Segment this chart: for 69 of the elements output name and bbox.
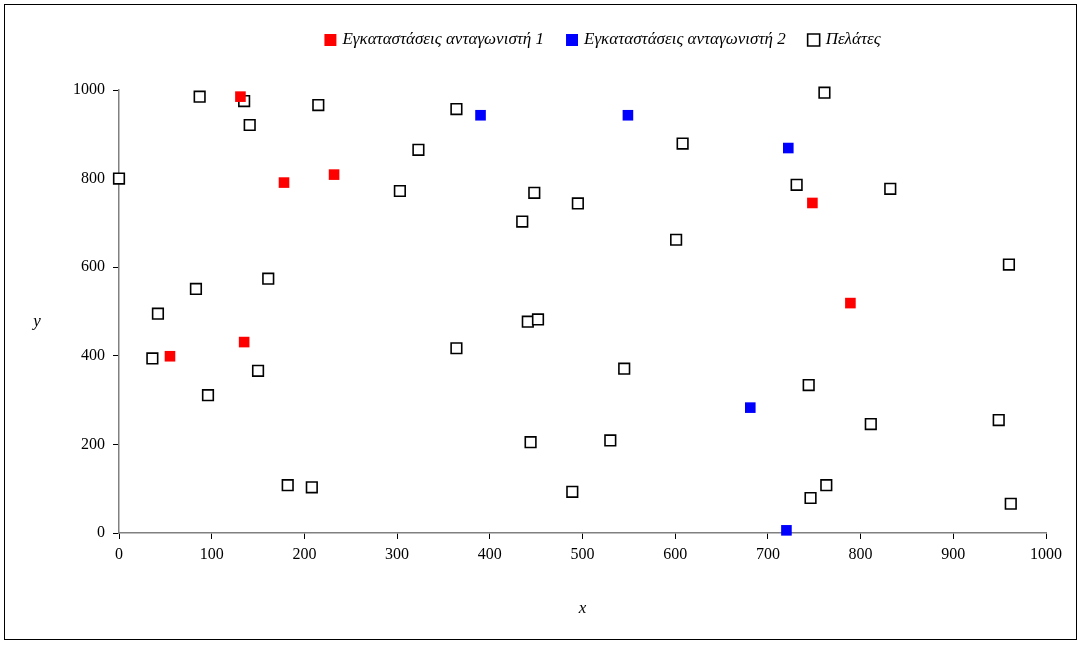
point [670,233,683,246]
point [475,109,486,121]
y-tick-label: 200 [81,434,105,452]
point [807,197,818,209]
legend-label: Πελάτες [824,29,881,49]
x-tick-label: 700 [755,544,780,562]
point [820,479,833,492]
point [1002,258,1016,271]
point [804,491,817,505]
point [312,98,325,112]
y-tick-label: 400 [81,346,105,363]
point [566,485,579,498]
point [281,479,294,492]
point [864,417,877,431]
legend-label: Εγκαταστάσεις ανταγωνιστή 2 [583,29,787,49]
legend-label: Εγκαταστάσεις ανταγωνιστή 1 [341,29,545,49]
point [782,142,794,154]
point [278,177,290,188]
point [328,169,340,180]
point [450,342,463,355]
point [524,436,537,449]
point [571,197,584,210]
x-tick-label: 1000 [1030,544,1062,562]
point [516,215,529,228]
point [744,402,756,413]
point [251,364,265,377]
y-tick-label: 800 [81,168,105,186]
point [802,378,815,392]
point [393,184,406,198]
x-axis-title: x [577,598,587,618]
point [1004,497,1017,510]
y-axis-title: y [31,310,42,330]
point [676,137,689,150]
point [818,86,831,99]
point [262,272,275,285]
x-tick-label: 900 [941,544,966,562]
x-tick-label: 600 [663,544,688,562]
x-tick-label: 500 [570,544,595,562]
point [884,182,897,195]
point [531,313,545,326]
y-tick-label: 1000 [73,80,105,98]
point [151,307,165,320]
point [450,102,463,116]
x-tick-label: 100 [199,544,224,562]
point [528,186,541,199]
point [412,143,425,156]
point [790,178,803,191]
point [164,350,176,362]
point [112,172,126,185]
y-tick-label: 600 [81,257,105,275]
point [243,118,256,132]
point [992,413,1005,427]
point [193,90,206,103]
point [618,362,631,375]
point [305,481,318,494]
point [845,297,856,309]
point [201,389,215,402]
x-tick-label: 200 [292,544,317,562]
point [189,282,203,296]
point [235,91,246,102]
x-tick-label: 400 [477,544,502,562]
point [622,109,634,121]
x-tick-label: 300 [385,544,410,562]
point [781,525,792,536]
y-tick-label: 0 [97,523,105,541]
point [604,434,617,447]
x-tick-label: 800 [848,544,873,562]
x-tick-label: 0 [115,544,123,562]
point [146,352,159,365]
